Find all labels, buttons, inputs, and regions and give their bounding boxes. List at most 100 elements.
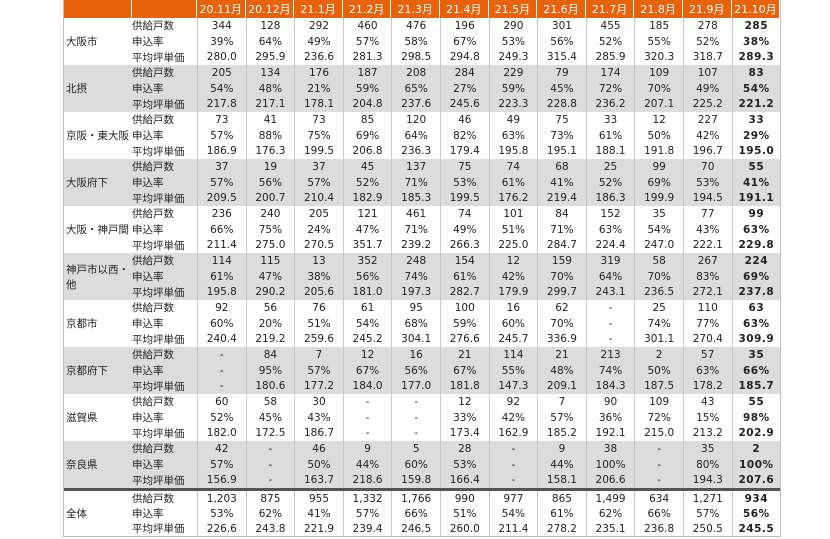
table-cell: 266.3 — [449, 239, 480, 252]
table-cell: 63% — [598, 223, 623, 236]
table-cell: 7 — [558, 395, 566, 408]
table-cell: - — [608, 301, 613, 314]
table-cell: 75 — [458, 160, 472, 173]
table-cell: 50% — [647, 364, 671, 377]
month-column: 99 69% 199.9 — [634, 159, 683, 206]
month-column: 92 60% 240.4 — [197, 300, 246, 347]
table-cell: 352 — [357, 254, 378, 267]
month-column: 12 67% 184.0 — [342, 347, 392, 394]
table-cell: - — [365, 411, 370, 424]
table-cell: - — [268, 474, 273, 487]
region-name: 京都市 — [66, 318, 98, 330]
table-cell: 195.1 — [546, 145, 577, 158]
month-column: 227 42% 196.7 — [682, 112, 732, 159]
table-cell: 63% — [696, 364, 720, 377]
table-cell: 69% — [647, 176, 671, 189]
month-column: 9 44% 158.1 — [537, 441, 586, 488]
table-cell: 875 — [260, 492, 281, 505]
table-cell: 57% — [355, 35, 380, 48]
table-cell: 224 — [744, 254, 769, 267]
table-cell: 84 — [263, 348, 278, 361]
table-cell: 205.6 — [303, 286, 335, 299]
table-cell: 2 — [752, 442, 761, 455]
table-cell: 15% — [696, 411, 720, 424]
table-cell: 37 — [312, 160, 326, 173]
month-column: 977 54% 211.4 — [488, 491, 538, 536]
table-cell: 178.1 — [303, 98, 335, 111]
month-column: 25 52% 186.3 — [585, 159, 635, 206]
month-column: 154 61% 282.7 — [439, 253, 489, 300]
metric-label: 供給戸数 — [132, 349, 174, 362]
table-cell: 12 — [506, 254, 521, 267]
table-cell: 304.1 — [401, 333, 432, 346]
table-cell: 207.6 — [738, 474, 775, 487]
metric-label: 供給戸数 — [132, 67, 174, 80]
table-cell: 318.7 — [692, 51, 723, 64]
table-cell: 74 — [458, 207, 472, 220]
metric-label: 供給戸数 — [132, 443, 174, 456]
table-cell: 33 — [748, 113, 765, 126]
month-column: 60 52% 182.0 — [197, 394, 246, 441]
table-cell: 276.6 — [449, 333, 480, 346]
table-cell: 55 — [748, 160, 765, 173]
table-cell: 182.9 — [352, 192, 383, 205]
table-cell: 63% — [501, 129, 526, 142]
table-cell: 236.5 — [644, 286, 675, 299]
table-cell: 187 — [357, 66, 378, 79]
table-cell: 33% — [453, 411, 477, 424]
region-group: 京都府下 供給戸数 申込率 平均坪単価 - - - 84 95% 180.6 7 57% 177.2 12… — [64, 347, 780, 394]
metric-label: 申込率 — [132, 508, 164, 520]
month-column: 77 43% 222.1 — [682, 206, 732, 253]
table-cell: 92 — [215, 301, 229, 314]
month-column: 58 45% 172.5 — [245, 394, 295, 441]
month-column: 1,766 66% 246.5 — [391, 491, 440, 536]
table-cell: 217.1 — [255, 98, 286, 111]
table-cell: 95 — [409, 301, 423, 314]
month-column: 205 24% 270.5 — [294, 206, 343, 253]
header-month: 21.10月 — [732, 0, 781, 18]
table-cell: 455 — [600, 19, 621, 32]
header-month: 21.7月 — [586, 0, 635, 18]
table-cell: 955 — [308, 492, 329, 505]
month-column: - - - — [488, 441, 538, 488]
table-cell: 247.0 — [644, 239, 675, 252]
table-cell: 179.4 — [449, 145, 480, 158]
table-cell: 21 — [555, 348, 569, 361]
sales-data-table: 20.11月 20.12月 21.1月 21.2月 21.3月 21.4月 21.5月 21.… — [63, 0, 781, 537]
table-cell: 179.9 — [498, 286, 529, 299]
table-cell: 211.4 — [498, 522, 529, 535]
table-cell: 248 — [406, 254, 427, 267]
metric-label: 平均坪単価 — [132, 523, 185, 535]
table-cell: - — [219, 364, 224, 377]
metric-labels: 供給戸数 申込率 平均坪単価 — [132, 253, 197, 300]
month-column: 319 64% 243.1 — [585, 253, 635, 300]
month-column: 248 74% 197.3 — [391, 253, 440, 300]
month-column: 2 50% 187.5 — [634, 347, 683, 394]
table-cell: - — [219, 348, 224, 361]
table-cell: 173.4 — [449, 427, 480, 440]
table-cell: 16 — [506, 301, 521, 314]
table-cell: 210.4 — [303, 192, 335, 205]
metric-labels: 供給戸数 申込率 平均坪単価 — [132, 18, 197, 65]
month-column: 121 47% 351.7 — [342, 206, 392, 253]
table-cell: 184.0 — [352, 380, 383, 393]
region-name: 大阪府下 — [66, 177, 108, 189]
month-column: 7 57% 185.2 — [537, 394, 586, 441]
table-cell: 351.7 — [352, 239, 383, 252]
table-cell: 186.7 — [303, 427, 335, 440]
metric-label: 申込率 — [132, 224, 164, 236]
month-column: 35 54% 247.0 — [634, 206, 683, 253]
metric-label: 平均坪単価 — [132, 286, 185, 299]
month-column: 12 50% 191.8 — [634, 112, 683, 159]
month-column: 55 98% 202.9 — [731, 394, 781, 441]
table-cell: - — [365, 427, 370, 440]
table-cell: 200.7 — [255, 192, 286, 205]
table-cell: 54% — [501, 507, 526, 520]
table-cell: 290 — [503, 19, 524, 32]
table-cell: 109 — [649, 66, 670, 79]
table-cell: 284 — [454, 66, 475, 79]
month-column: 30 43% 186.7 — [294, 394, 343, 441]
table-cell: 217.8 — [206, 98, 237, 111]
table-cell: 35 — [652, 207, 666, 220]
table-cell: 319 — [600, 254, 621, 267]
